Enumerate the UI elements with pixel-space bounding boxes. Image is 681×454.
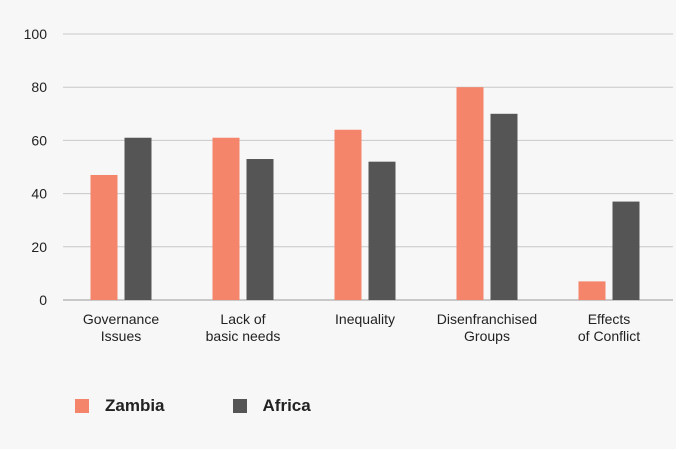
y-tick-label: 80 [31,79,47,95]
bar-africa [124,137,152,300]
legend-swatch-zambia [75,399,89,413]
bar-africa [612,201,640,300]
x-tick-label: Effects of Conflict [578,311,640,344]
legend-swatch-africa [232,399,247,413]
legend-label-africa: Africa [262,396,311,415]
legend: Zambia Africa [75,396,379,416]
y-tick-label: 40 [31,186,47,202]
x-tick-label: Disenfranchised Groups [437,311,537,344]
bar-zambia [456,87,484,300]
bar-africa [368,161,396,300]
y-tick-label: 60 [31,132,47,148]
bar-africa [490,113,518,300]
bar-zambia [212,137,240,300]
bar-zambia [578,281,606,300]
x-tick-label: Lack of basic needs [206,311,281,344]
bar-chart: 0 20 40 60 80 100 Governance Issues Lack of basic… [24,26,673,344]
x-tick-label: Governance Issues [83,311,159,344]
y-tick-label: 20 [31,239,47,255]
bar-zambia [90,174,118,300]
legend-item-africa: Africa [232,396,311,416]
legend-label-zambia: Zambia [105,396,165,415]
y-tick-label: 100 [24,26,48,42]
x-tick-label: Inequality [335,311,395,327]
y-tick-label: 0 [39,292,47,308]
bar-zambia [334,129,362,300]
legend-item-zambia: Zambia [75,396,165,416]
bar-africa [246,159,274,300]
